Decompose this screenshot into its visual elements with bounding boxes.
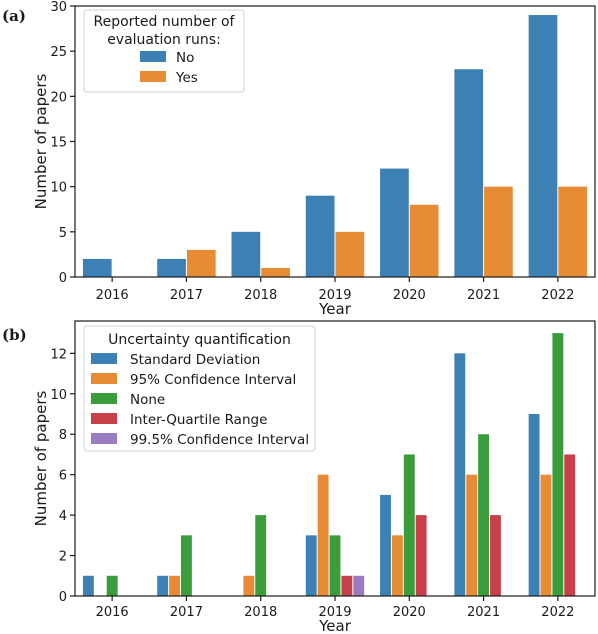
- legend-swatch: [140, 51, 166, 62]
- y-tick-label: 20: [50, 90, 67, 105]
- x-tick-label: 2020: [393, 605, 426, 620]
- x-tick-label: 2021: [467, 288, 500, 303]
- bar-2021-yes: [484, 186, 513, 277]
- x-tick-label: 2020: [393, 288, 426, 303]
- legend-swatch: [91, 413, 117, 424]
- legend-label: None: [130, 392, 165, 408]
- bar-2016-no: [82, 258, 112, 277]
- y-tick-label: 8: [59, 428, 67, 443]
- x-tick-label: 2018: [244, 605, 277, 620]
- x-tick-label: 2021: [467, 605, 500, 620]
- y-tick-label: 10: [50, 388, 67, 403]
- bar-2020-standard-deviation: [380, 494, 391, 596]
- panel-b: (b) 0 2 4 6 8 10 12 2016 2017 2018 2019 2020 2021 2022…: [2, 320, 596, 634]
- legend-label: Yes: [175, 70, 198, 86]
- legend-title: Reported number of: [94, 14, 236, 30]
- panel-label: (a): [2, 7, 26, 25]
- x-tick-label: 2018: [244, 288, 277, 303]
- legend-swatch: [91, 373, 117, 384]
- x-tick-label: 2017: [170, 605, 203, 620]
- bar-2018-none: [255, 515, 267, 596]
- bar-2017-95-confidence-interval: [169, 575, 180, 596]
- bar-2020-inter-quartile-range: [415, 515, 427, 596]
- bar-2021-inter-quartile-range: [490, 515, 501, 596]
- panel-label: (b): [2, 326, 27, 344]
- panel-a: (a) 0 5 10 15 20 25 30 2016 2017 2018 2019 2020 2021 2…: [2, 0, 596, 318]
- x-axis-title: Year: [318, 617, 352, 634]
- legend-title: evaluation runs:: [107, 32, 221, 48]
- bar-2019-no: [305, 195, 335, 277]
- bar-2018-no: [231, 231, 261, 277]
- bar-2020-95-confidence-interval: [391, 535, 403, 596]
- x-tick-label: 2019: [318, 605, 351, 620]
- bar-2018-yes: [261, 267, 290, 277]
- bar-2019-none: [329, 535, 341, 596]
- bar-2021-no: [454, 69, 484, 277]
- bar-2021-none: [478, 434, 490, 596]
- bar-2022-standard-deviation: [528, 414, 540, 596]
- y-tick-label: 5: [59, 226, 67, 241]
- bar-2017-standard-deviation: [157, 575, 169, 596]
- y-tick-label: 6: [59, 469, 67, 484]
- bar-2017-yes: [186, 249, 216, 277]
- y-axis-title: Number of papers: [32, 73, 50, 209]
- bar-2019-95-confidence-interval: [317, 474, 329, 596]
- bar-2022-inter-quartile-range: [564, 454, 576, 596]
- bar-2020-no: [380, 168, 409, 277]
- x-tick-label: 2016: [96, 605, 129, 620]
- bar-2019-standard-deviation: [305, 535, 317, 596]
- bar-2022-none: [552, 333, 564, 596]
- bar-2018-95-confidence-interval: [243, 575, 255, 596]
- legend-label: No: [176, 50, 194, 66]
- legend-swatch: [140, 71, 166, 82]
- x-axis-title: Year: [318, 300, 352, 318]
- legend-swatch: [91, 353, 117, 364]
- legend-swatch: [91, 393, 117, 404]
- legend-label: 99.5% Confidence Interval: [130, 432, 309, 448]
- legend-label: 95% Confidence Interval: [130, 372, 296, 388]
- bar-2019-yes: [335, 231, 365, 277]
- y-tick-label: 10: [50, 181, 67, 196]
- y-tick-label: 4: [59, 509, 67, 524]
- x-tick-label: 2017: [170, 288, 203, 303]
- legend-label: Inter-Quartile Range: [130, 412, 267, 428]
- legend-title: Uncertainty quantification: [108, 332, 291, 348]
- y-tick-label: 25: [50, 45, 67, 60]
- legend-swatch: [91, 433, 117, 444]
- x-tick-label: 2019: [318, 288, 351, 303]
- y-tick-label: 0: [59, 590, 67, 605]
- bar-2016-none: [106, 575, 118, 596]
- y-tick-label: 12: [50, 347, 67, 362]
- bar-2016-standard-deviation: [82, 575, 94, 596]
- legend-frame: [83, 325, 316, 452]
- bar-2017-none: [180, 535, 192, 596]
- bar-2020-yes: [409, 204, 439, 277]
- y-axis-title: Number of papers: [32, 390, 50, 526]
- y-tick-label: 15: [50, 136, 67, 151]
- legend-label: Standard Deviation: [130, 352, 260, 368]
- bar-2021-95-confidence-interval: [466, 474, 478, 596]
- y-tick-label: 30: [50, 0, 67, 15]
- bar-2022-95-confidence-interval: [540, 474, 552, 596]
- bar-2017-no: [157, 258, 186, 277]
- x-tick-label: 2022: [541, 288, 574, 303]
- bar-2022-yes: [558, 186, 588, 277]
- y-tick-label: 0: [59, 271, 67, 286]
- y-tick-label: 2: [59, 550, 67, 565]
- bar-2019-99-5-confidence-interval: [353, 575, 365, 596]
- bar-2021-standard-deviation: [454, 353, 466, 596]
- x-tick-label: 2022: [541, 605, 574, 620]
- legend: Uncertainty quantification Standard Devia…: [83, 325, 316, 452]
- bar-2022-no: [528, 15, 558, 278]
- x-tick-label: 2016: [96, 288, 129, 303]
- legend: Reported number of evaluation runs: No Yes: [83, 9, 245, 93]
- bar-2019-inter-quartile-range: [341, 575, 353, 596]
- bar-2020-none: [403, 454, 415, 596]
